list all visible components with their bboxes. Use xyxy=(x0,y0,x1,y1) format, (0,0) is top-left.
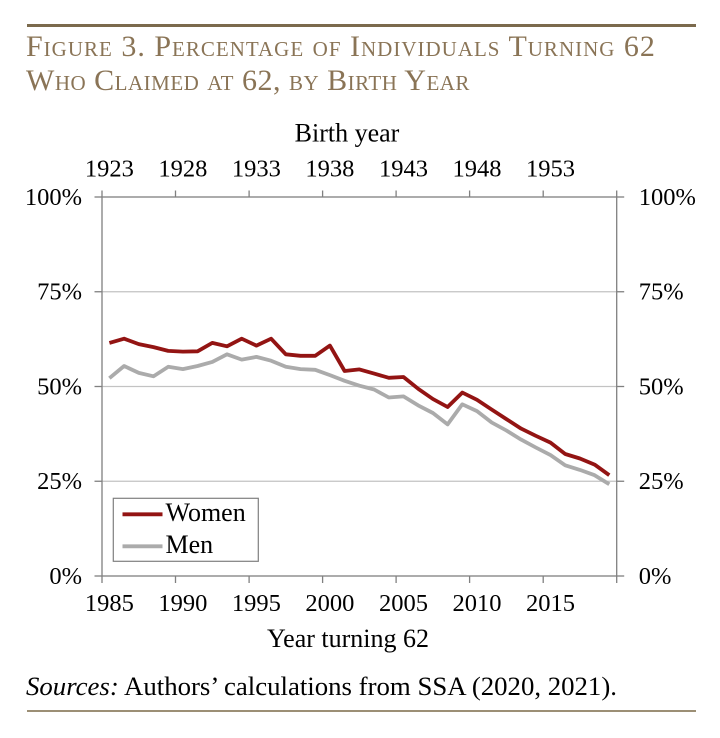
svg-text:Women: Women xyxy=(166,498,246,527)
svg-text:1933: 1933 xyxy=(232,156,281,183)
svg-text:Men: Men xyxy=(166,530,214,559)
svg-text:1995: 1995 xyxy=(232,590,281,617)
svg-text:Birth year: Birth year xyxy=(295,119,400,148)
svg-text:25%: 25% xyxy=(37,468,82,495)
svg-text:2000: 2000 xyxy=(305,590,354,617)
svg-text:2005: 2005 xyxy=(379,590,428,617)
svg-text:2010: 2010 xyxy=(453,590,502,617)
svg-text:25%: 25% xyxy=(639,468,684,495)
svg-text:75%: 75% xyxy=(37,279,82,306)
svg-text:100%: 100% xyxy=(25,184,82,211)
svg-text:50%: 50% xyxy=(37,374,82,401)
svg-text:0%: 0% xyxy=(639,563,672,590)
svg-text:0%: 0% xyxy=(49,563,82,590)
svg-text:1990: 1990 xyxy=(158,590,207,617)
svg-text:1948: 1948 xyxy=(453,156,502,183)
svg-text:Year turning 62: Year turning 62 xyxy=(267,624,429,653)
svg-text:1938: 1938 xyxy=(305,156,354,183)
svg-text:2015: 2015 xyxy=(526,590,575,617)
svg-text:1943: 1943 xyxy=(379,156,428,183)
svg-text:1923: 1923 xyxy=(85,156,134,183)
svg-text:1928: 1928 xyxy=(158,156,207,183)
svg-text:75%: 75% xyxy=(639,279,684,306)
svg-text:50%: 50% xyxy=(639,374,684,401)
svg-text:100%: 100% xyxy=(639,184,696,211)
svg-text:1985: 1985 xyxy=(85,590,134,617)
svg-text:1953: 1953 xyxy=(526,156,575,183)
